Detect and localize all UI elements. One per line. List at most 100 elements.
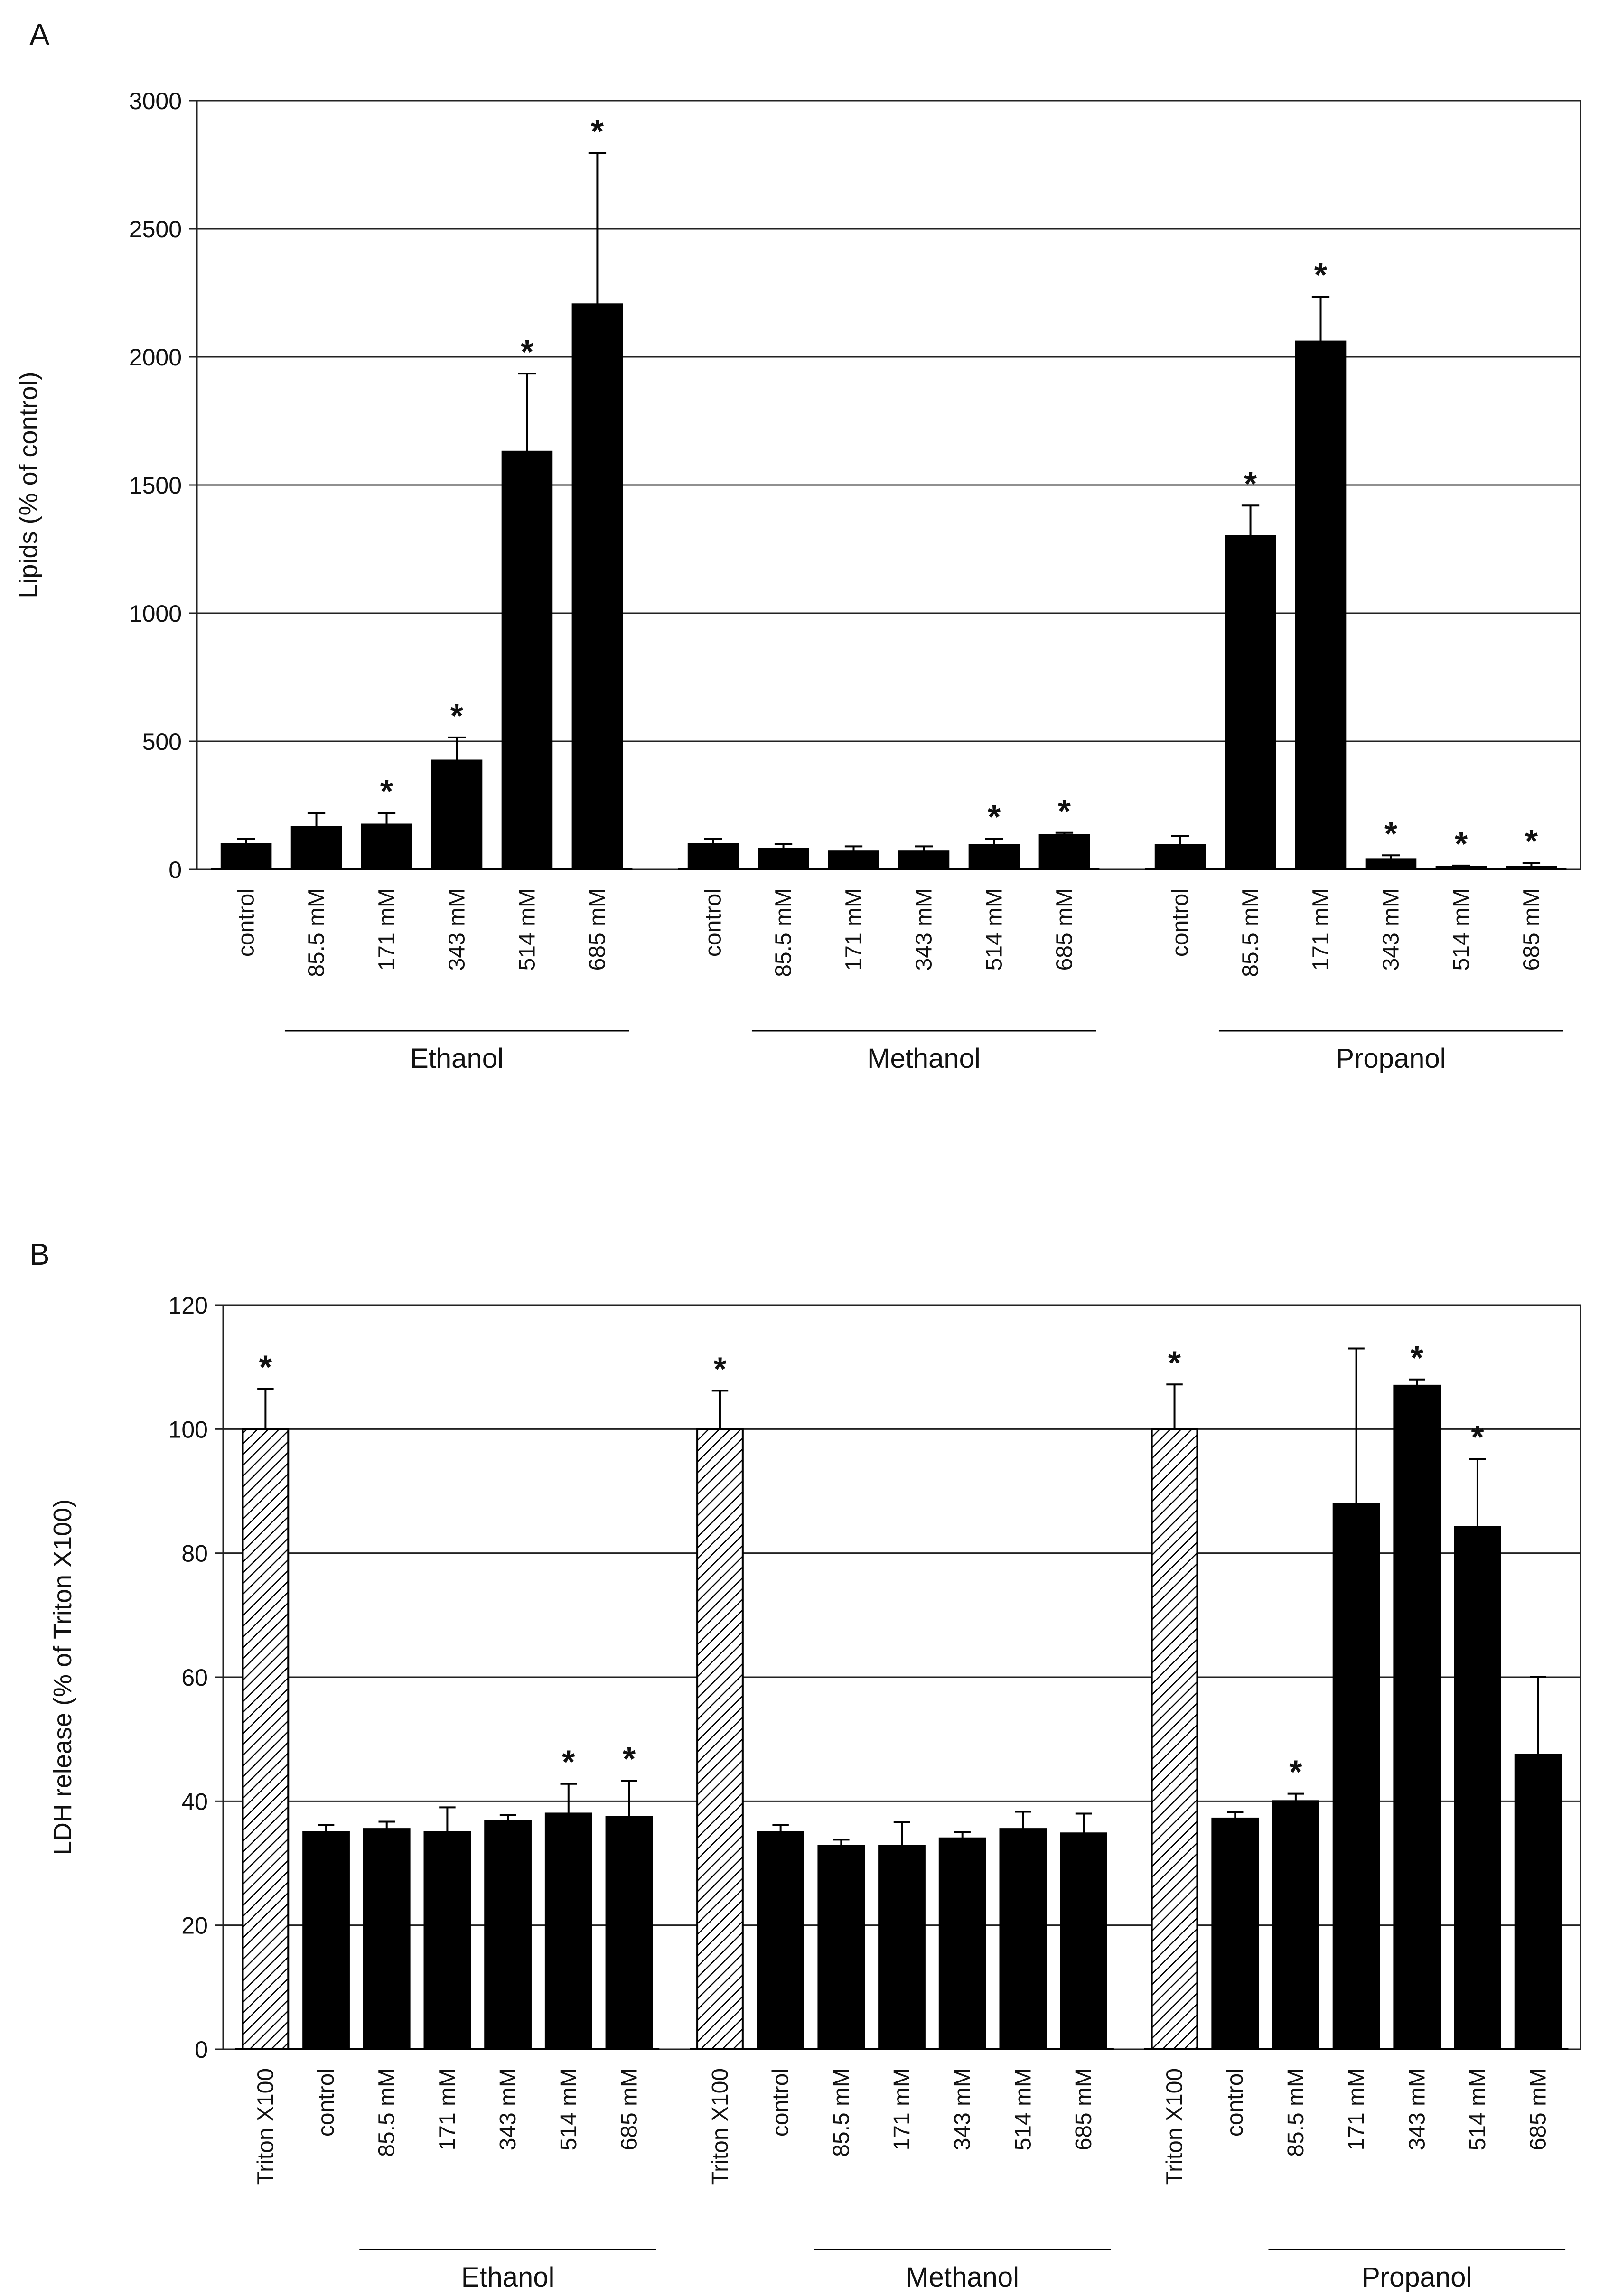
significance-asterisk: * [450, 697, 464, 734]
x-category-label: 171 mM [1344, 2068, 1369, 2150]
x-category-label: 685 mM [1052, 888, 1077, 971]
significance-asterisk: * [1168, 1344, 1181, 1381]
x-category-label: 171 mM [842, 888, 867, 971]
significance-asterisk: * [623, 1740, 636, 1777]
bar [1295, 340, 1347, 870]
bar [484, 1820, 532, 2051]
x-category-label: 343 mM [444, 888, 469, 971]
x-category-label: 171 mM [1309, 888, 1334, 971]
significance-asterisk: * [713, 1350, 727, 1387]
bar [1151, 1428, 1198, 2050]
group-label: Propanol [1362, 2262, 1472, 2293]
group-label: Propanol [1336, 1043, 1446, 1074]
x-category-label: Triton X100 [708, 2068, 733, 2185]
x-category-label: control [701, 888, 726, 957]
bar [758, 848, 809, 871]
y-tick-label: 20 [181, 1913, 208, 1939]
x-category-label: 85.5 mM [1238, 888, 1263, 977]
bar [878, 1845, 926, 2050]
group-label: Methanol [906, 2262, 1019, 2293]
x-category-label: 343 mM [1404, 2068, 1430, 2150]
panel-b-chart: B 0 20 40 60 80 100 120 LDH release (% of Triton… [29, 1237, 1581, 2293]
bar [242, 1428, 290, 2050]
bar [687, 843, 739, 870]
y-tick-label: 1000 [129, 600, 182, 627]
y-tick-label: 2500 [129, 216, 182, 243]
x-category-label: 514 mM [1465, 2068, 1490, 2150]
x-category-label: control [768, 2068, 794, 2137]
x-category-label: 343 mM [950, 2068, 975, 2150]
x-category-label: 171 mM [889, 2068, 915, 2150]
bar [898, 850, 950, 870]
bar [1514, 1754, 1562, 2050]
bar [431, 759, 483, 870]
x-category-label: 85.5 mM [374, 2068, 400, 2157]
bar [1060, 1832, 1107, 2051]
y-tick-label: 3000 [129, 88, 182, 114]
x-category-label: 85.5 mM [1283, 2068, 1309, 2157]
x-category-label: 685 mM [1526, 2068, 1551, 2150]
bar [302, 1831, 350, 2051]
panel-a-chart: A 0 500 1000 1500 2000 2500 3000 Lipids (% of co… [14, 18, 1581, 1074]
y-tick-label: 1500 [129, 472, 182, 499]
significance-asterisk: * [1411, 1339, 1424, 1376]
bar [571, 303, 623, 870]
panel-label: B [29, 1237, 50, 1271]
bar [544, 1812, 592, 2050]
group-label: Ethanol [410, 1043, 504, 1074]
x-category-label: 85.5 mM [829, 2068, 854, 2157]
x-category-label: 171 mM [374, 888, 400, 971]
x-category-label: Triton X100 [1162, 2068, 1188, 2185]
significance-asterisk: * [1058, 793, 1071, 830]
y-tick-label: 0 [168, 857, 182, 883]
y-tick-label: 100 [168, 1416, 208, 1443]
x-category-label: control [314, 2068, 339, 2137]
x-category-label: 343 mM [496, 2068, 521, 2150]
significance-asterisk: * [988, 798, 1001, 835]
bar [999, 1828, 1047, 2050]
x-category-label: control [1223, 2068, 1248, 2137]
bar [968, 844, 1020, 870]
x-category-label: control [1168, 888, 1193, 957]
significance-asterisk: * [1384, 815, 1398, 852]
bar [1393, 1384, 1441, 2050]
x-category-label: 685 mM [585, 888, 610, 971]
x-category-label: 685 mM [1519, 888, 1544, 971]
significance-asterisk: * [1244, 465, 1257, 502]
x-category-label: 171 mM [435, 2068, 460, 2150]
bar [828, 850, 879, 870]
significance-asterisk: * [1289, 1754, 1302, 1791]
x-category-label: 514 mM [1010, 2068, 1036, 2150]
bar [1211, 1817, 1259, 2050]
x-category-label: 343 mM [1378, 888, 1403, 971]
x-category-label: 514 mM [556, 2068, 581, 2150]
x-category-label: 685 mM [1071, 2068, 1096, 2150]
y-tick-label: 40 [181, 1788, 208, 1815]
x-category-label: 85.5 mM [771, 888, 796, 977]
bar [757, 1831, 804, 2051]
bar [361, 823, 412, 870]
bar [1332, 1503, 1380, 2050]
x-category-label: 685 mM [617, 2068, 642, 2150]
significance-asterisk: * [1455, 825, 1468, 862]
y-axis-label: Lipids (% of control) [14, 372, 43, 598]
bar [1272, 1800, 1319, 2050]
bar [1038, 834, 1090, 870]
bar [605, 1816, 653, 2050]
bar [1365, 858, 1417, 871]
bar [501, 450, 553, 870]
significance-asterisk: * [521, 333, 534, 370]
x-category-label: 343 mM [911, 888, 936, 971]
y-tick-label: 2000 [129, 344, 182, 371]
significance-asterisk: * [562, 1744, 575, 1781]
x-category-label: control [234, 888, 259, 957]
bar [696, 1428, 744, 2050]
panel-label: A [29, 18, 50, 52]
significance-asterisk: * [1471, 1419, 1484, 1456]
bar [817, 1845, 865, 2050]
x-category-label: 514 mM [515, 888, 540, 971]
bar [1454, 1526, 1501, 2050]
x-category-label: 514 mM [1449, 888, 1474, 971]
bar [938, 1837, 986, 2051]
